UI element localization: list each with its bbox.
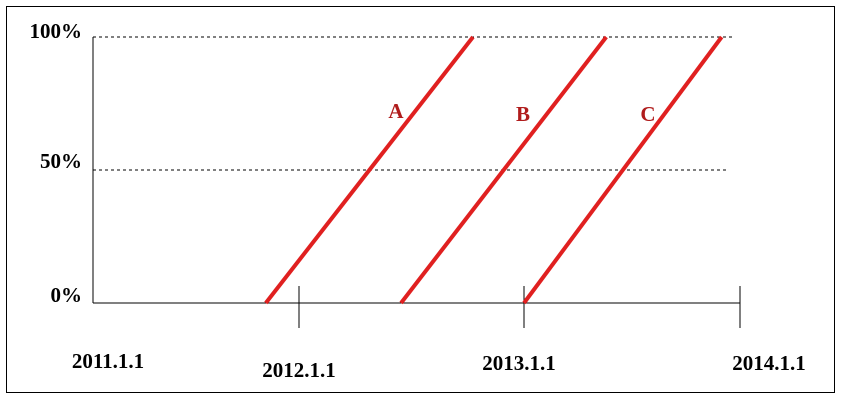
y-tick-label: 50% [40,149,82,173]
x-tick-label: 2011.1.1 [72,349,144,373]
series-label-c: C [640,102,655,126]
series-line-b [399,35,608,305]
series-line-a [264,35,475,305]
labels-layer: 0% 50% 100% 2011.1.1 2012.1.1 2013.1.1 2014.1.… [30,19,806,382]
axes [92,37,741,328]
y-tick-label: 0% [51,283,83,307]
y-tick-label: 100% [30,19,83,43]
series-layer [264,35,724,305]
x-tick-label: 2012.1.1 [262,358,336,382]
x-tick-label: 2013.1.1 [482,351,556,375]
x-tick-label: 2014.1.1 [732,351,806,375]
series-label-b: B [516,102,530,126]
series-label-a: A [388,99,404,123]
series-line-c [522,35,724,305]
